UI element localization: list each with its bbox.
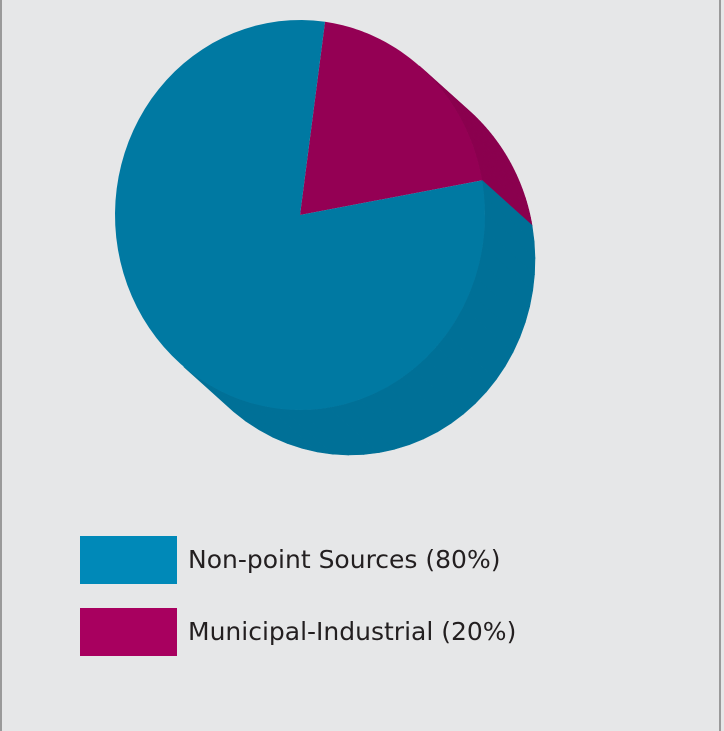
pie-slice	[115, 20, 485, 410]
pie-slice	[300, 21, 483, 215]
legend-swatch	[80, 608, 177, 656]
legend-label: Non-point Sources (80%)	[188, 545, 500, 574]
legend-swatch	[80, 536, 177, 584]
legend-label: Municipal-Industrial (20%)	[188, 617, 516, 646]
